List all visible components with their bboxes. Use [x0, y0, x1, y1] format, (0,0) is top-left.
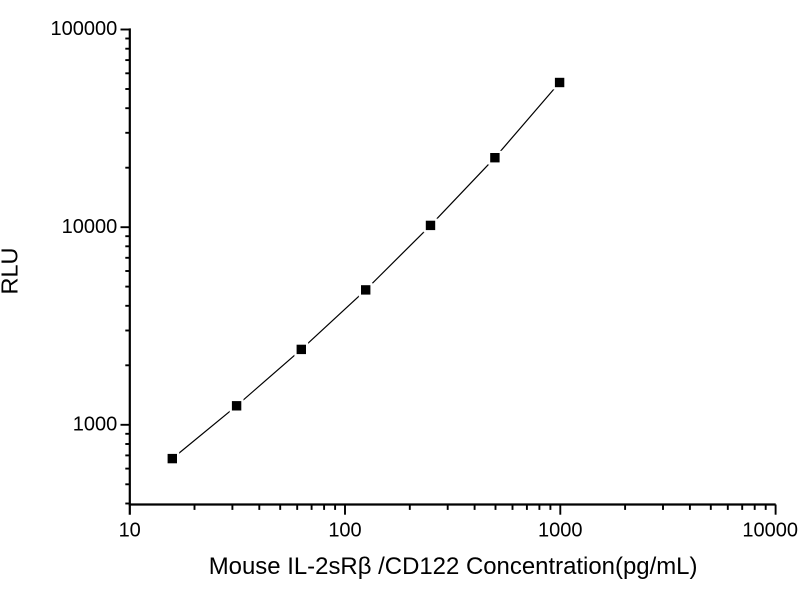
svg-text:1000: 1000 [73, 414, 118, 436]
svg-text:10000: 10000 [742, 519, 798, 541]
svg-text:10: 10 [119, 519, 141, 541]
svg-text:100: 100 [328, 519, 361, 541]
svg-text:RLU: RLU [0, 247, 22, 294]
svg-text:Mouse IL-2sRβ /CD122 Concentra: Mouse IL-2sRβ /CD122 Concentration(pg/mL… [209, 553, 698, 580]
svg-text:100000: 100000 [51, 18, 118, 40]
svg-text:1000: 1000 [538, 519, 583, 541]
svg-text:10000: 10000 [62, 216, 118, 238]
